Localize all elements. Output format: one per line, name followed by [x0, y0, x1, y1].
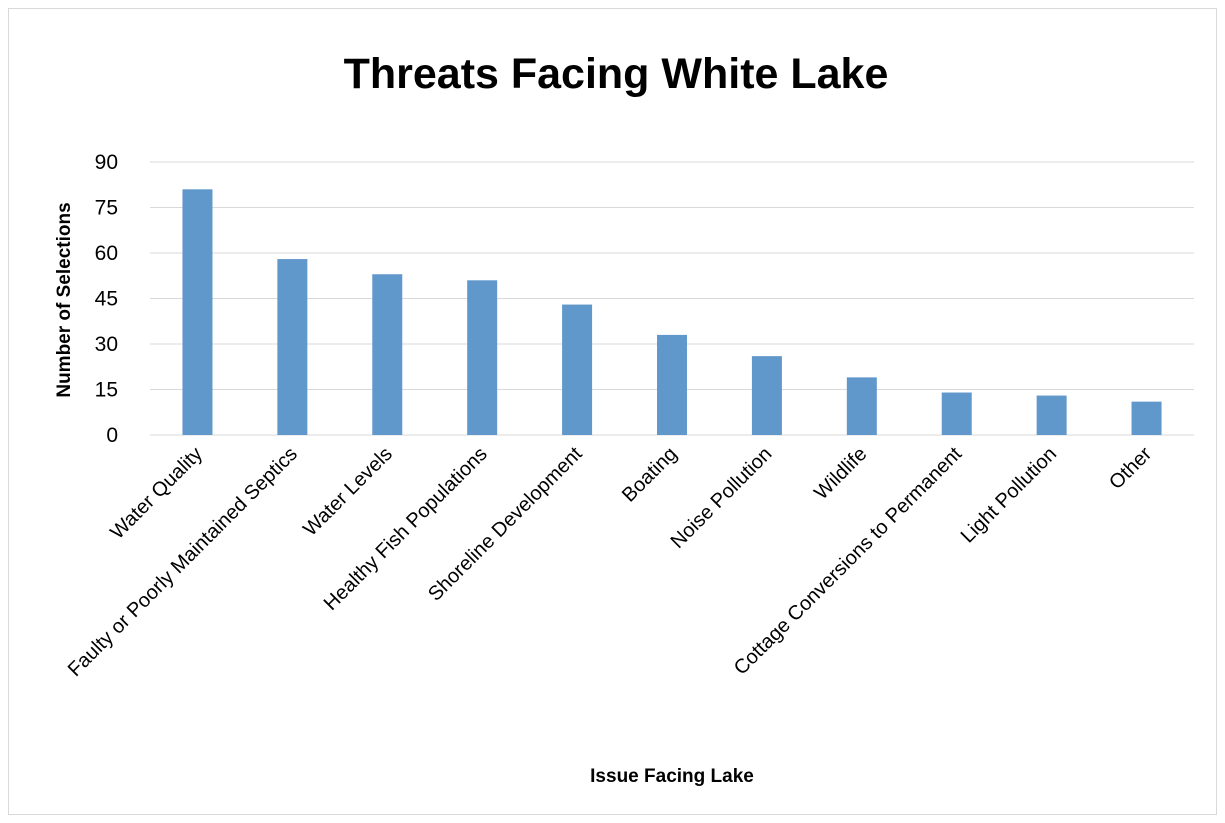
bar — [277, 259, 308, 435]
bar — [1036, 395, 1067, 435]
x-tick-label: Wildlife — [810, 443, 871, 504]
y-tick-label: 15 — [95, 379, 118, 402]
bar — [372, 274, 403, 435]
bar — [657, 334, 687, 435]
x-tick-label: Water Quality — [106, 443, 207, 544]
bar — [941, 392, 972, 435]
y-tick-label: 30 — [95, 333, 118, 356]
x-tick-label: Light Pollution — [957, 443, 1061, 547]
x-tick-label: Shoreline Development — [424, 443, 587, 606]
bar — [182, 189, 213, 435]
y-tick-label: 0 — [106, 424, 118, 447]
x-tick-label: Other — [1105, 443, 1156, 494]
x-axis-title: Issue Facing Lake — [590, 766, 754, 787]
bar — [1131, 401, 1162, 435]
x-tick-label: Water Levels — [299, 443, 397, 541]
y-tick-label: 45 — [95, 288, 118, 311]
bar — [751, 356, 782, 435]
bars — [182, 189, 1162, 435]
bar — [467, 280, 498, 435]
x-tick-label: Noise Pollution — [667, 443, 777, 553]
chart-title: Threats Facing White Lake — [344, 50, 889, 98]
y-axis-title: Number of Selections — [54, 202, 75, 397]
bar — [562, 304, 593, 435]
y-tick-label: 90 — [95, 151, 118, 174]
x-tick-label: Boating — [618, 443, 682, 507]
bar — [846, 377, 877, 435]
y-tick-label: 60 — [95, 242, 118, 265]
gridlines — [150, 161, 1194, 436]
y-tick-label: 75 — [95, 197, 118, 220]
x-tick-label: Healthy Fish Populations — [320, 443, 492, 615]
y-axis-ticks: 0 15 30 45 60 75 90 — [95, 151, 118, 447]
